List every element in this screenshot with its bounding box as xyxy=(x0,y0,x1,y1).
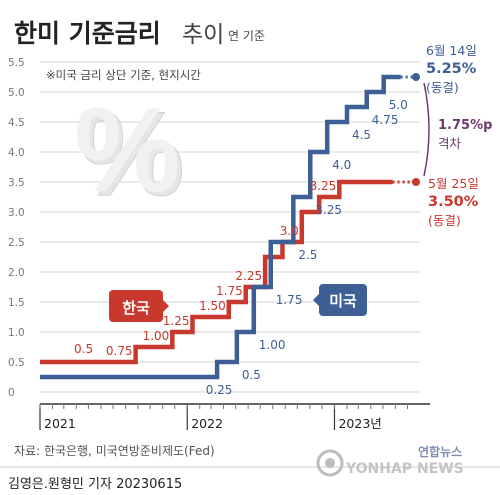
gap-label: 격차 xyxy=(438,136,462,151)
korea-label: 3.0 xyxy=(280,224,299,238)
y-tick-label: 4.5 xyxy=(8,117,25,129)
korea-end-marker xyxy=(412,178,420,186)
source-text: 자료: 한국은행, 미국연방준비제도(Fed) xyxy=(14,443,215,458)
y-tick-label: 2.0 xyxy=(8,267,25,279)
korea-label: 1.00 xyxy=(143,329,170,343)
page-title: 한미 기준금리 xyxy=(14,19,161,48)
yonhap-logo: 연합뉴스 YONHAP NEWS xyxy=(316,444,464,477)
credit-text: 김영은.원형민 기자 20230615 xyxy=(8,477,182,492)
us-end-annotation: 6월 14일 5.25% (동결) xyxy=(426,43,477,95)
gap-annotation: 1.75%p 격차 xyxy=(438,118,492,151)
x-axis: 2021 2022 2023년 xyxy=(39,403,430,431)
korea-end-status: (동결) xyxy=(428,213,461,228)
us-label: 2.5 xyxy=(298,248,317,262)
us-data-labels: 0.25 0.5 1.00 1.75 2.5 3.25 4.0 4.54.755.0 xyxy=(206,98,408,397)
y-tick-label: 1.0 xyxy=(8,327,25,339)
us-end-date: 6월 14일 xyxy=(426,43,477,58)
x-tick-label: 2021 xyxy=(44,416,76,431)
us-label: 1.00 xyxy=(259,338,286,352)
us-label: 3.25 xyxy=(315,203,342,217)
unit-label: 연 기준 xyxy=(228,29,265,43)
brand-line1: 연합뉴스 xyxy=(418,444,462,459)
y-tick-label: 5.0 xyxy=(8,87,25,99)
chart-note: ※미국 금리 상단 기준, 현지시간 xyxy=(46,68,201,82)
x-tick-label: 2023년 xyxy=(338,416,381,431)
korea-data-labels: 0.5 0.751.001.251.501.752.253.03.25 xyxy=(74,179,336,358)
y-tick-label: 0 xyxy=(8,387,15,399)
us-rate-line xyxy=(40,74,401,380)
korea-badge-label: 한국 xyxy=(122,299,150,317)
y-tick-label: 1.5 xyxy=(8,297,25,309)
gap-value: 1.75%p xyxy=(438,118,492,133)
korea-end-date: 5월 25일 xyxy=(428,176,479,191)
percent-icon: % % xyxy=(74,83,185,222)
us-label: 4.75 xyxy=(372,113,399,127)
us-label: 4.5 xyxy=(352,128,371,142)
x-tick-label: 2022 xyxy=(191,416,223,431)
svg-text:%: % xyxy=(78,87,185,221)
gap-bracket xyxy=(423,82,430,177)
y-tick-label: 0.5 xyxy=(8,357,25,369)
y-tick-label: 2.5 xyxy=(8,237,25,249)
svg-text:%: % xyxy=(74,83,181,217)
korea-label: 1.25 xyxy=(163,314,190,328)
korea-end-annotation: 5월 25일 3.50% (동결) xyxy=(428,176,479,228)
us-end-marker xyxy=(412,73,420,81)
y-tick-label: 5.5 xyxy=(8,57,25,69)
korea-label: 0.5 xyxy=(74,342,93,356)
us-label: 0.25 xyxy=(206,383,233,397)
y-tick-labels: 0 0.5 1.0 1.5 2.0 2.5 3.0 3.5 4.0 4.5 5.0 5.5 xyxy=(8,57,25,399)
us-label: 5.0 xyxy=(389,98,408,112)
brand-line2: YONHAP NEWS xyxy=(345,461,464,477)
y-tick-label: 3.0 xyxy=(8,207,25,219)
y-tick-label: 3.5 xyxy=(8,177,25,189)
korea-label: 0.75 xyxy=(106,344,133,358)
korea-label: 1.50 xyxy=(199,299,226,313)
korea-label: 1.75 xyxy=(216,284,243,298)
korea-badge: 한국 xyxy=(109,290,169,322)
korea-label: 3.25 xyxy=(310,179,337,193)
us-badge-label: 미국 xyxy=(329,292,357,310)
us-label: 0.5 xyxy=(242,368,261,382)
y-tick-label: 4.0 xyxy=(8,147,25,159)
us-end-value: 5.25% xyxy=(426,61,477,77)
korea-end-value: 3.50% xyxy=(428,194,479,210)
page-title-suffix: 추이 xyxy=(182,22,224,48)
us-label: 4.0 xyxy=(332,158,351,172)
us-end-status: (동결) xyxy=(426,80,459,95)
korea-label: 2.25 xyxy=(235,269,262,283)
us-label: 1.75 xyxy=(276,293,303,307)
us-badge: 미국 xyxy=(313,284,367,316)
